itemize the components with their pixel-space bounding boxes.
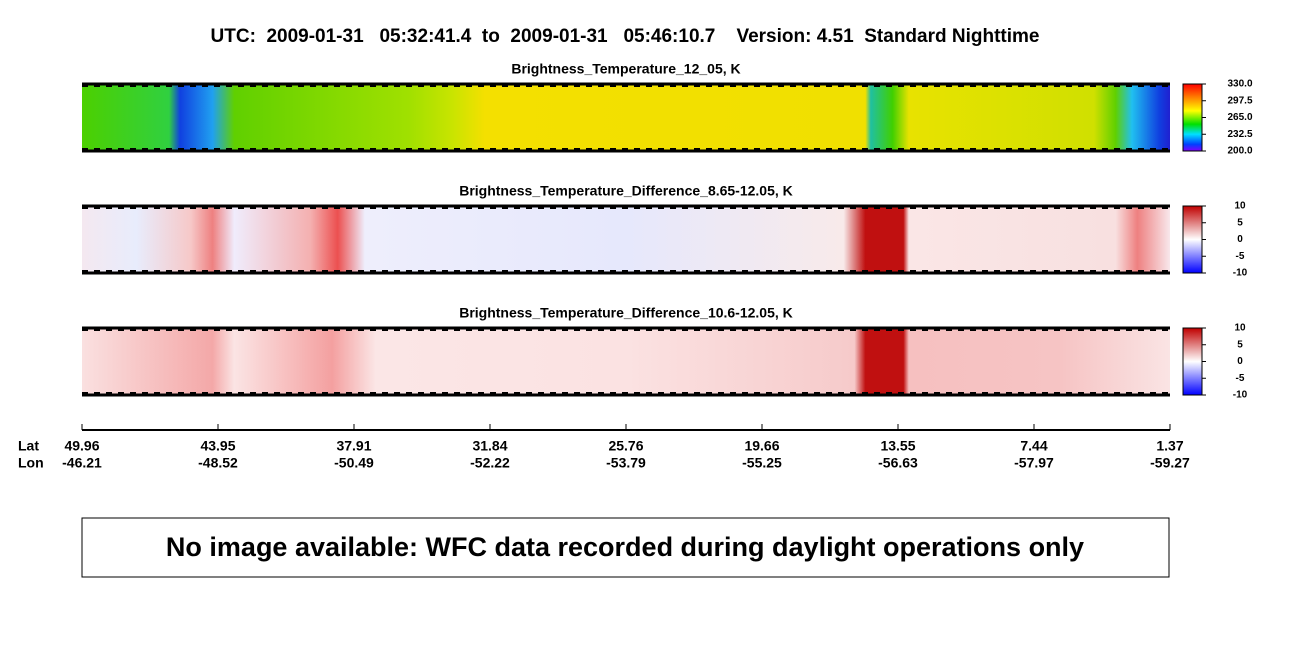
colorbar-tick-label: -5 bbox=[1236, 373, 1245, 384]
colorbar-tick-label: 0 bbox=[1237, 356, 1243, 367]
lat-value: 49.96 bbox=[64, 438, 99, 454]
data-strip bbox=[82, 206, 1170, 273]
colorbar-tick-label: 265.0 bbox=[1227, 112, 1252, 123]
lat-label: Lat bbox=[18, 438, 39, 454]
message: No image available: WFC data recorded du… bbox=[166, 532, 1084, 562]
colorbar bbox=[1182, 205, 1203, 274]
colorbar-tick-label: 5 bbox=[1237, 217, 1243, 228]
colorbar bbox=[1182, 327, 1203, 396]
lon-value: -55.25 bbox=[742, 455, 782, 471]
lat-value: 1.37 bbox=[1156, 438, 1183, 454]
colorbar-tick-label: 232.5 bbox=[1227, 129, 1252, 140]
panel-title: Brightness_Temperature_12_05, K bbox=[511, 61, 740, 77]
lon-label: Lon bbox=[18, 455, 44, 471]
colorbar bbox=[1182, 83, 1203, 152]
colorbar-tick-label: -10 bbox=[1233, 390, 1248, 401]
colorbar-tick-label: 0 bbox=[1237, 234, 1243, 245]
colorbar-tick-label: -10 bbox=[1233, 268, 1248, 279]
lat-value: 37.91 bbox=[336, 438, 371, 454]
lat-value: 19.66 bbox=[744, 438, 779, 454]
lon-value: -48.52 bbox=[198, 455, 238, 471]
colorbar-tick-label: -5 bbox=[1236, 251, 1245, 262]
colorbar-tick-label: 10 bbox=[1234, 323, 1246, 334]
page-title: UTC: 2009-01-31 05:32:41.4 to 2009-01-31… bbox=[211, 26, 1040, 47]
data-strip bbox=[82, 84, 1170, 151]
colorbar-tick-label: 5 bbox=[1237, 339, 1243, 350]
panel-title: Brightness_Temperature_Difference_8.65-1… bbox=[459, 183, 793, 199]
colorbar-tick-label: 330.0 bbox=[1227, 79, 1252, 90]
lat-value: 13.55 bbox=[880, 438, 915, 454]
lat-value: 25.76 bbox=[608, 438, 643, 454]
lat-value: 31.84 bbox=[472, 438, 507, 454]
lon-value: -56.63 bbox=[878, 455, 918, 471]
panels: Brightness_Temperature_12_05, K 330.0 297.… bbox=[82, 61, 1253, 401]
lat-value: 43.95 bbox=[200, 438, 235, 454]
lon-value: -46.21 bbox=[62, 455, 102, 471]
lon-value: -53.79 bbox=[606, 455, 646, 471]
message-box bbox=[81, 517, 1170, 578]
lon-value: -52.22 bbox=[470, 455, 510, 471]
lon-value: -50.49 bbox=[334, 455, 374, 471]
panel-title: Brightness_Temperature_Difference_10.6-1… bbox=[459, 305, 793, 321]
colorbar-tick-label: 10 bbox=[1234, 201, 1246, 212]
axis: 49.96-46.2143.95-48.5237.91-50.4931.84-5… bbox=[62, 424, 1190, 471]
lon-value: -59.27 bbox=[1150, 455, 1190, 471]
lat-value: 7.44 bbox=[1020, 438, 1047, 454]
data-strip bbox=[82, 328, 1170, 395]
colorbar-tick-label: 200.0 bbox=[1227, 146, 1252, 157]
colorbar-tick-label: 297.5 bbox=[1227, 95, 1252, 106]
lon-value: -57.97 bbox=[1014, 455, 1054, 471]
